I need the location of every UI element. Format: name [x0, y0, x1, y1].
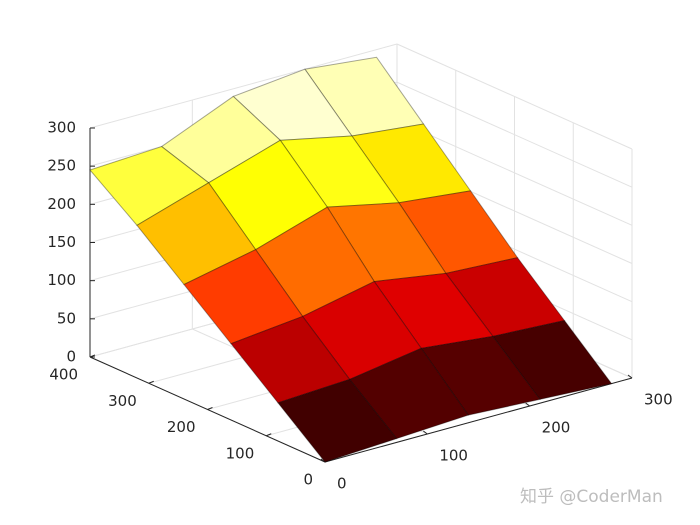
- tick-mark: [207, 407, 213, 410]
- x-tick-label: 0: [337, 475, 347, 493]
- z-tick-label: 250: [47, 157, 76, 175]
- tick-mark: [525, 402, 530, 407]
- y-tick-label: 100: [226, 444, 255, 462]
- tick-mark: [89, 354, 96, 358]
- grid-line: [396, 81, 633, 188]
- z-tick-label: 0: [66, 348, 76, 366]
- x-tick-label: 200: [542, 419, 571, 437]
- z-tick-label: 150: [47, 233, 76, 251]
- x-tick-label: 100: [439, 447, 468, 465]
- x-tick-label: 300: [644, 391, 673, 409]
- watermark: 知乎 @CoderMan: [520, 487, 663, 507]
- y-tick-label: 300: [108, 392, 137, 410]
- x-axis: [324, 377, 633, 463]
- z-tick-label: 300: [47, 119, 76, 137]
- tick-mark: [320, 458, 326, 463]
- y-tick-label: 200: [167, 418, 196, 436]
- z-tick-label: 100: [47, 271, 76, 289]
- z-tick-label: 50: [57, 309, 76, 327]
- tick-mark: [266, 433, 272, 437]
- tick-mark: [627, 374, 633, 379]
- grid-line: [396, 43, 633, 150]
- grid-line: [396, 119, 633, 226]
- grid-line: [89, 43, 398, 129]
- tick-mark: [423, 430, 428, 435]
- y-tick-label: 400: [49, 366, 78, 384]
- surface-patch: [277, 378, 398, 463]
- z-tick-label: 200: [47, 195, 76, 213]
- surface-patch: [492, 320, 613, 400]
- tick-mark: [148, 380, 154, 384]
- y-tick-label: 0: [303, 471, 313, 489]
